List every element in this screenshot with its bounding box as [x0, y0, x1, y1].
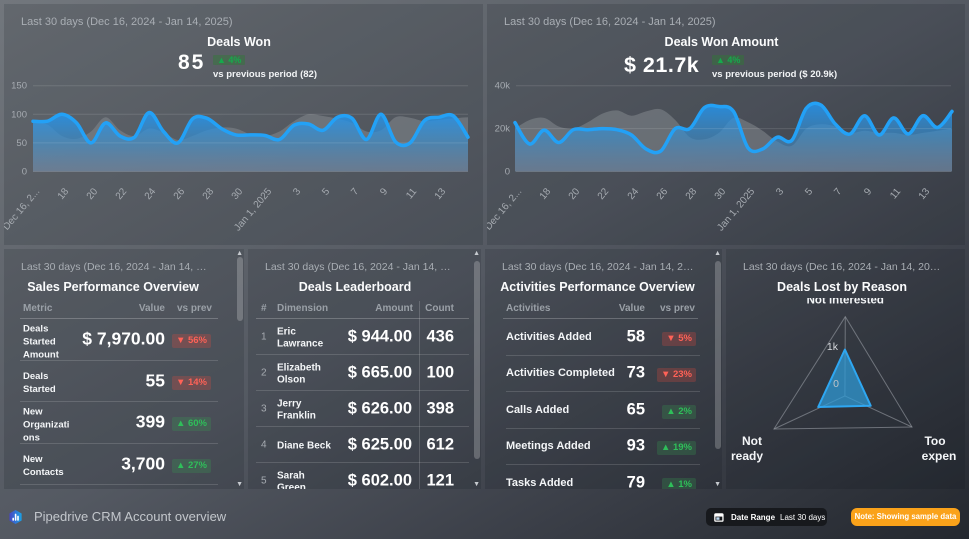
svg-text:22: 22 [596, 186, 612, 202]
svg-text:7: 7 [832, 186, 844, 198]
svg-text:40k: 40k [495, 81, 511, 92]
svg-text:30: 30 [713, 186, 729, 202]
svg-text:13: 13 [917, 186, 933, 202]
svg-text:150: 150 [11, 81, 27, 92]
svg-text:28: 28 [201, 186, 217, 202]
svg-text:Not interested: Not interested [807, 295, 884, 307]
svg-text:13: 13 [433, 186, 449, 202]
svg-text:20k: 20k [495, 124, 511, 135]
svg-text:24: 24 [626, 186, 642, 202]
svg-text:28: 28 [684, 186, 700, 202]
svg-text:26: 26 [655, 186, 671, 202]
svg-text:Not: Not [742, 434, 762, 448]
svg-text:0: 0 [505, 167, 510, 178]
svg-text:Dec 16, 2...: Dec 16, 2... [4, 186, 42, 232]
svg-text:100: 100 [11, 109, 27, 120]
svg-text:9: 9 [378, 186, 390, 198]
svg-text:Too: Too [924, 434, 945, 448]
svg-text:expen: expen [922, 449, 957, 463]
svg-text:9: 9 [862, 186, 874, 198]
svg-text:7: 7 [349, 186, 361, 198]
svg-text:18: 18 [56, 186, 72, 202]
svg-text:5: 5 [320, 186, 332, 198]
svg-text:20: 20 [85, 186, 101, 202]
svg-text:3: 3 [774, 186, 786, 198]
svg-text:11: 11 [888, 186, 903, 201]
svg-text:0: 0 [22, 167, 27, 178]
svg-text:5: 5 [803, 186, 815, 198]
svg-text:20: 20 [567, 186, 583, 202]
svg-text:Dec 16, 2...: Dec 16, 2... [487, 186, 524, 232]
svg-text:ready: ready [731, 449, 763, 463]
svg-text:18: 18 [538, 186, 554, 202]
svg-text:26: 26 [172, 186, 188, 202]
svg-text:11: 11 [404, 186, 419, 201]
svg-text:3: 3 [291, 186, 303, 198]
svg-text:1k: 1k [827, 341, 839, 353]
svg-text:30: 30 [230, 186, 246, 202]
svg-text:22: 22 [114, 186, 130, 202]
svg-text:0: 0 [833, 378, 839, 390]
svg-text:50: 50 [16, 138, 27, 149]
svg-text:24: 24 [143, 186, 159, 202]
